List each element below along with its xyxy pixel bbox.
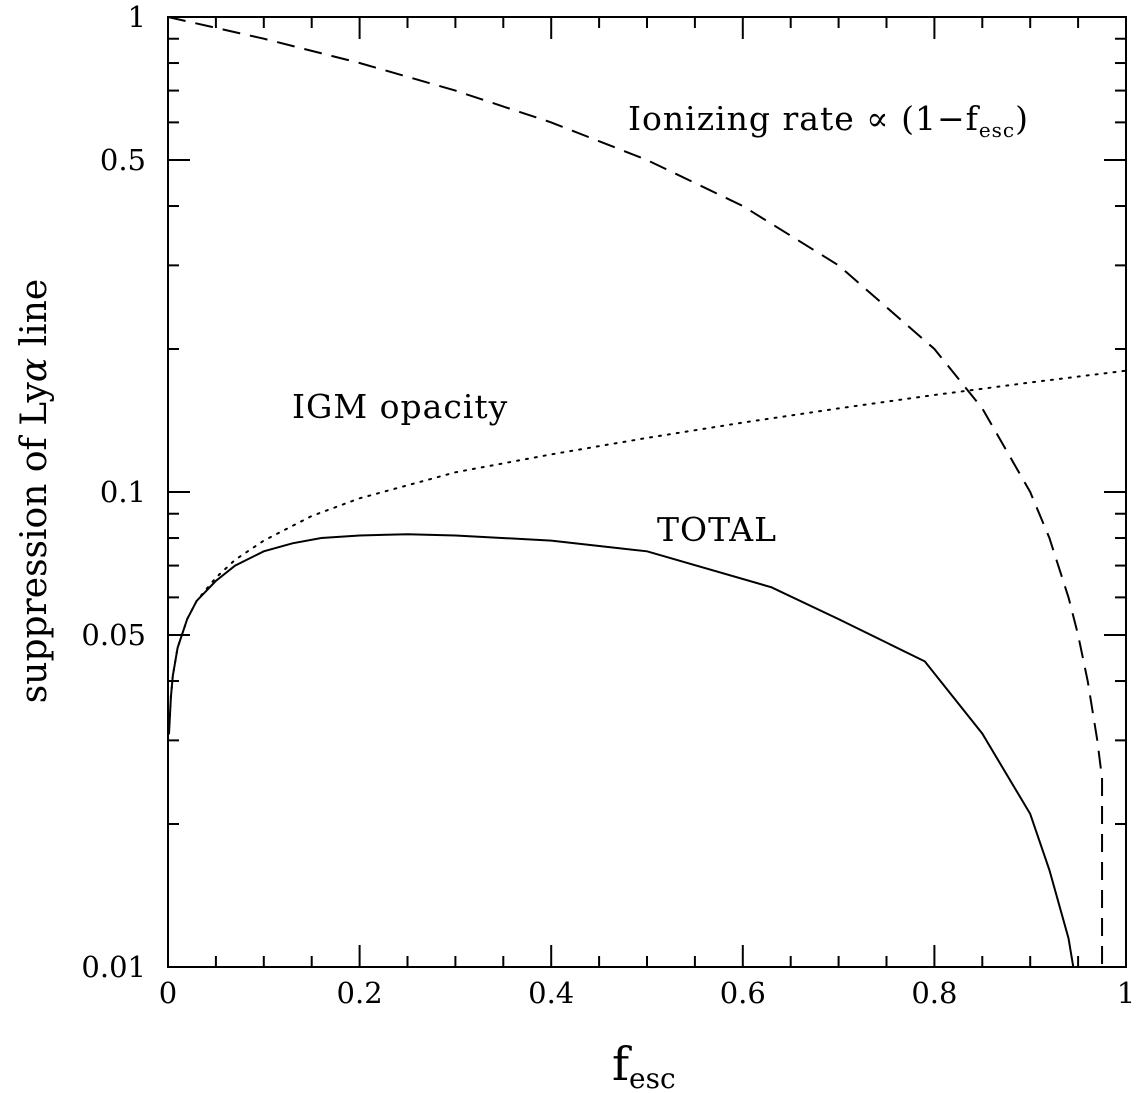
x-tick-label: 1 [1117, 976, 1135, 1010]
y-tick-label: 0.5 [100, 143, 146, 177]
ticks [167, 16, 1127, 968]
annotation-ionizing-rate-tail: ) [1015, 99, 1029, 138]
y-tick-label: 0.1 [100, 475, 146, 509]
x-tick-label: 0.8 [911, 976, 957, 1010]
x-tick-label: 0.6 [720, 976, 766, 1010]
annotation-total: TOTAL [657, 510, 777, 549]
annotation-ionizing-rate-sub: esc [979, 118, 1015, 142]
annotation-igm-opacity: IGM opacity [292, 387, 508, 426]
x-tick-label: 0 [159, 976, 177, 1010]
y-tick-label: 0.05 [81, 618, 146, 652]
x-axis-label: fesc [612, 1037, 676, 1093]
y-axis-label-pre: suppression of Ly [14, 381, 55, 703]
series-line-dotted [168, 369, 1127, 735]
x-tick-label: 0.4 [528, 976, 574, 1010]
y-axis-label-post: line [14, 279, 55, 358]
annotation-ionizing-rate: Ionizing rate ∝ (1−fesc) [628, 99, 1029, 142]
annotation-ionizing-rate-text: Ionizing rate ∝ (1−f [628, 99, 981, 138]
y-tick-label: 0.01 [81, 950, 146, 984]
curves [167, 16, 1127, 968]
series-line-dashed [167, 16, 1103, 779]
series-line-solid [168, 533, 1075, 968]
y-tick-label: 1 [128, 0, 146, 34]
tick-labels: 0 0.2 0.4 0.6 0.8 1 0.01 0.05 0.1 0.5 1 [81, 0, 1135, 1010]
x-axis-label-sub: esc [629, 1062, 676, 1093]
x-tick-label: 0.2 [337, 976, 383, 1010]
x-axis-label-main: f [612, 1037, 632, 1091]
y-axis-label: suppression of Lyα line [14, 279, 55, 703]
y-axis-label-greek: α [14, 358, 55, 382]
plot-frame [167, 16, 1127, 968]
